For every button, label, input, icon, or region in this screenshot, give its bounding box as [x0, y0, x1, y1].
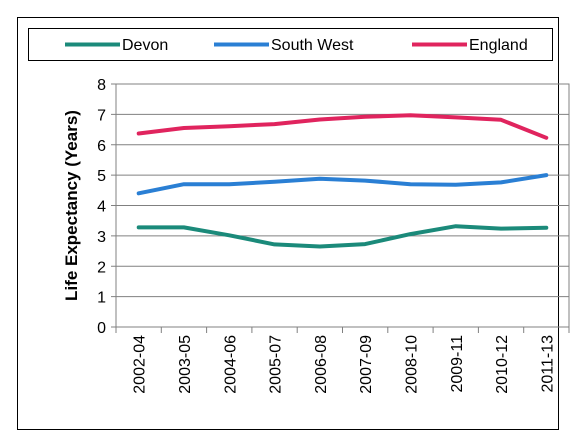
- gridlines: [116, 113, 569, 298]
- y-tick-label-4: 4: [97, 199, 106, 216]
- x-tick-label-2010-12: 2010-12: [494, 335, 511, 394]
- y-axis-title: Life Expectancy (Years): [62, 110, 81, 301]
- x-tick-label-2011-13: 2011-13: [539, 335, 556, 393]
- y-tick-label-5: 5: [97, 168, 106, 185]
- y-axis: 0 1 2 3 4 5 6 7 8: [97, 77, 116, 337]
- series-lines: [136, 113, 549, 249]
- x-axis: 2002-04 2003-05 2004-06 2005-07 2006-08 2007-…: [115, 327, 570, 394]
- x-tick-label-2005-07: 2005-07: [268, 335, 285, 394]
- series-line-south-west: [136, 173, 549, 196]
- y-tick-label-2: 2: [97, 259, 106, 276]
- x-tick-label-2006-08: 2006-08: [313, 335, 330, 394]
- y-tick-label-3: 3: [97, 229, 106, 246]
- legend-label-devon: Devon: [122, 37, 168, 54]
- chart-frame: [17, 17, 559, 430]
- y-tick-label-8: 8: [97, 77, 106, 94]
- y-tick-label-0: 0: [97, 320, 106, 337]
- legend-label-england: England: [469, 37, 528, 54]
- legend-label-south-west: South West: [271, 37, 354, 54]
- x-tick-label-2004-06: 2004-06: [222, 335, 239, 394]
- x-tick-label-2009-11: 2009-11: [449, 335, 466, 393]
- series-line-england: [136, 113, 549, 140]
- legend: Devon South West England: [28, 28, 553, 61]
- y-tick-label-6: 6: [97, 138, 106, 155]
- x-tick-label-2003-05: 2003-05: [177, 335, 194, 394]
- x-tick-label-2007-09: 2007-09: [358, 335, 375, 394]
- y-tick-label-7: 7: [97, 107, 106, 124]
- series-line-devon: [136, 224, 549, 249]
- x-tick-label-2008-10: 2008-10: [403, 335, 420, 394]
- y-tick-label-1: 1: [97, 290, 106, 307]
- x-tick-label-2002-04: 2002-04: [132, 335, 149, 394]
